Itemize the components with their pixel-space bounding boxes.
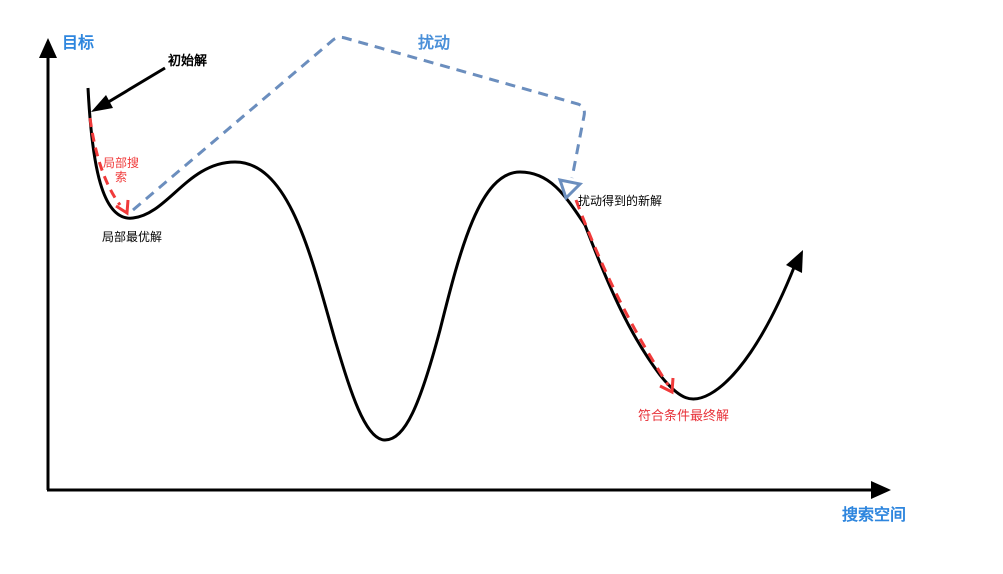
perturbation-label: 扰动	[418, 33, 451, 52]
perturbation-arrowhead	[557, 178, 584, 201]
initial-solution-arrowhead	[91, 95, 113, 112]
x-axis-arrowhead	[871, 481, 891, 499]
initial-solution-arrow	[99, 66, 166, 109]
local-search-label: 局部搜 索	[103, 156, 139, 185]
local-search-label-line2: 索	[115, 170, 128, 185]
objective-curve	[86, 87, 797, 442]
new-solution-label: 扰动得到的新解	[578, 194, 663, 208]
final-search-arrow	[574, 199, 670, 386]
final-solution-label: 符合条件最终解	[638, 409, 730, 424]
perturbation-path	[132, 35, 586, 212]
local-search-label-line1: 局部搜	[103, 156, 140, 170]
local-optimum-label: 局部最优解	[102, 230, 163, 244]
local-search-arrow	[88, 117, 122, 206]
y-axis-label: 目标	[62, 33, 95, 52]
initial-solution-label: 初始解	[168, 54, 208, 69]
local-search-arrowhead	[115, 199, 130, 216]
final-search-arrowhead	[659, 377, 675, 395]
curve-end-arrowhead	[786, 250, 803, 273]
x-axis-label: 搜索空间	[842, 505, 907, 524]
y-axis-arrowhead	[39, 38, 57, 58]
